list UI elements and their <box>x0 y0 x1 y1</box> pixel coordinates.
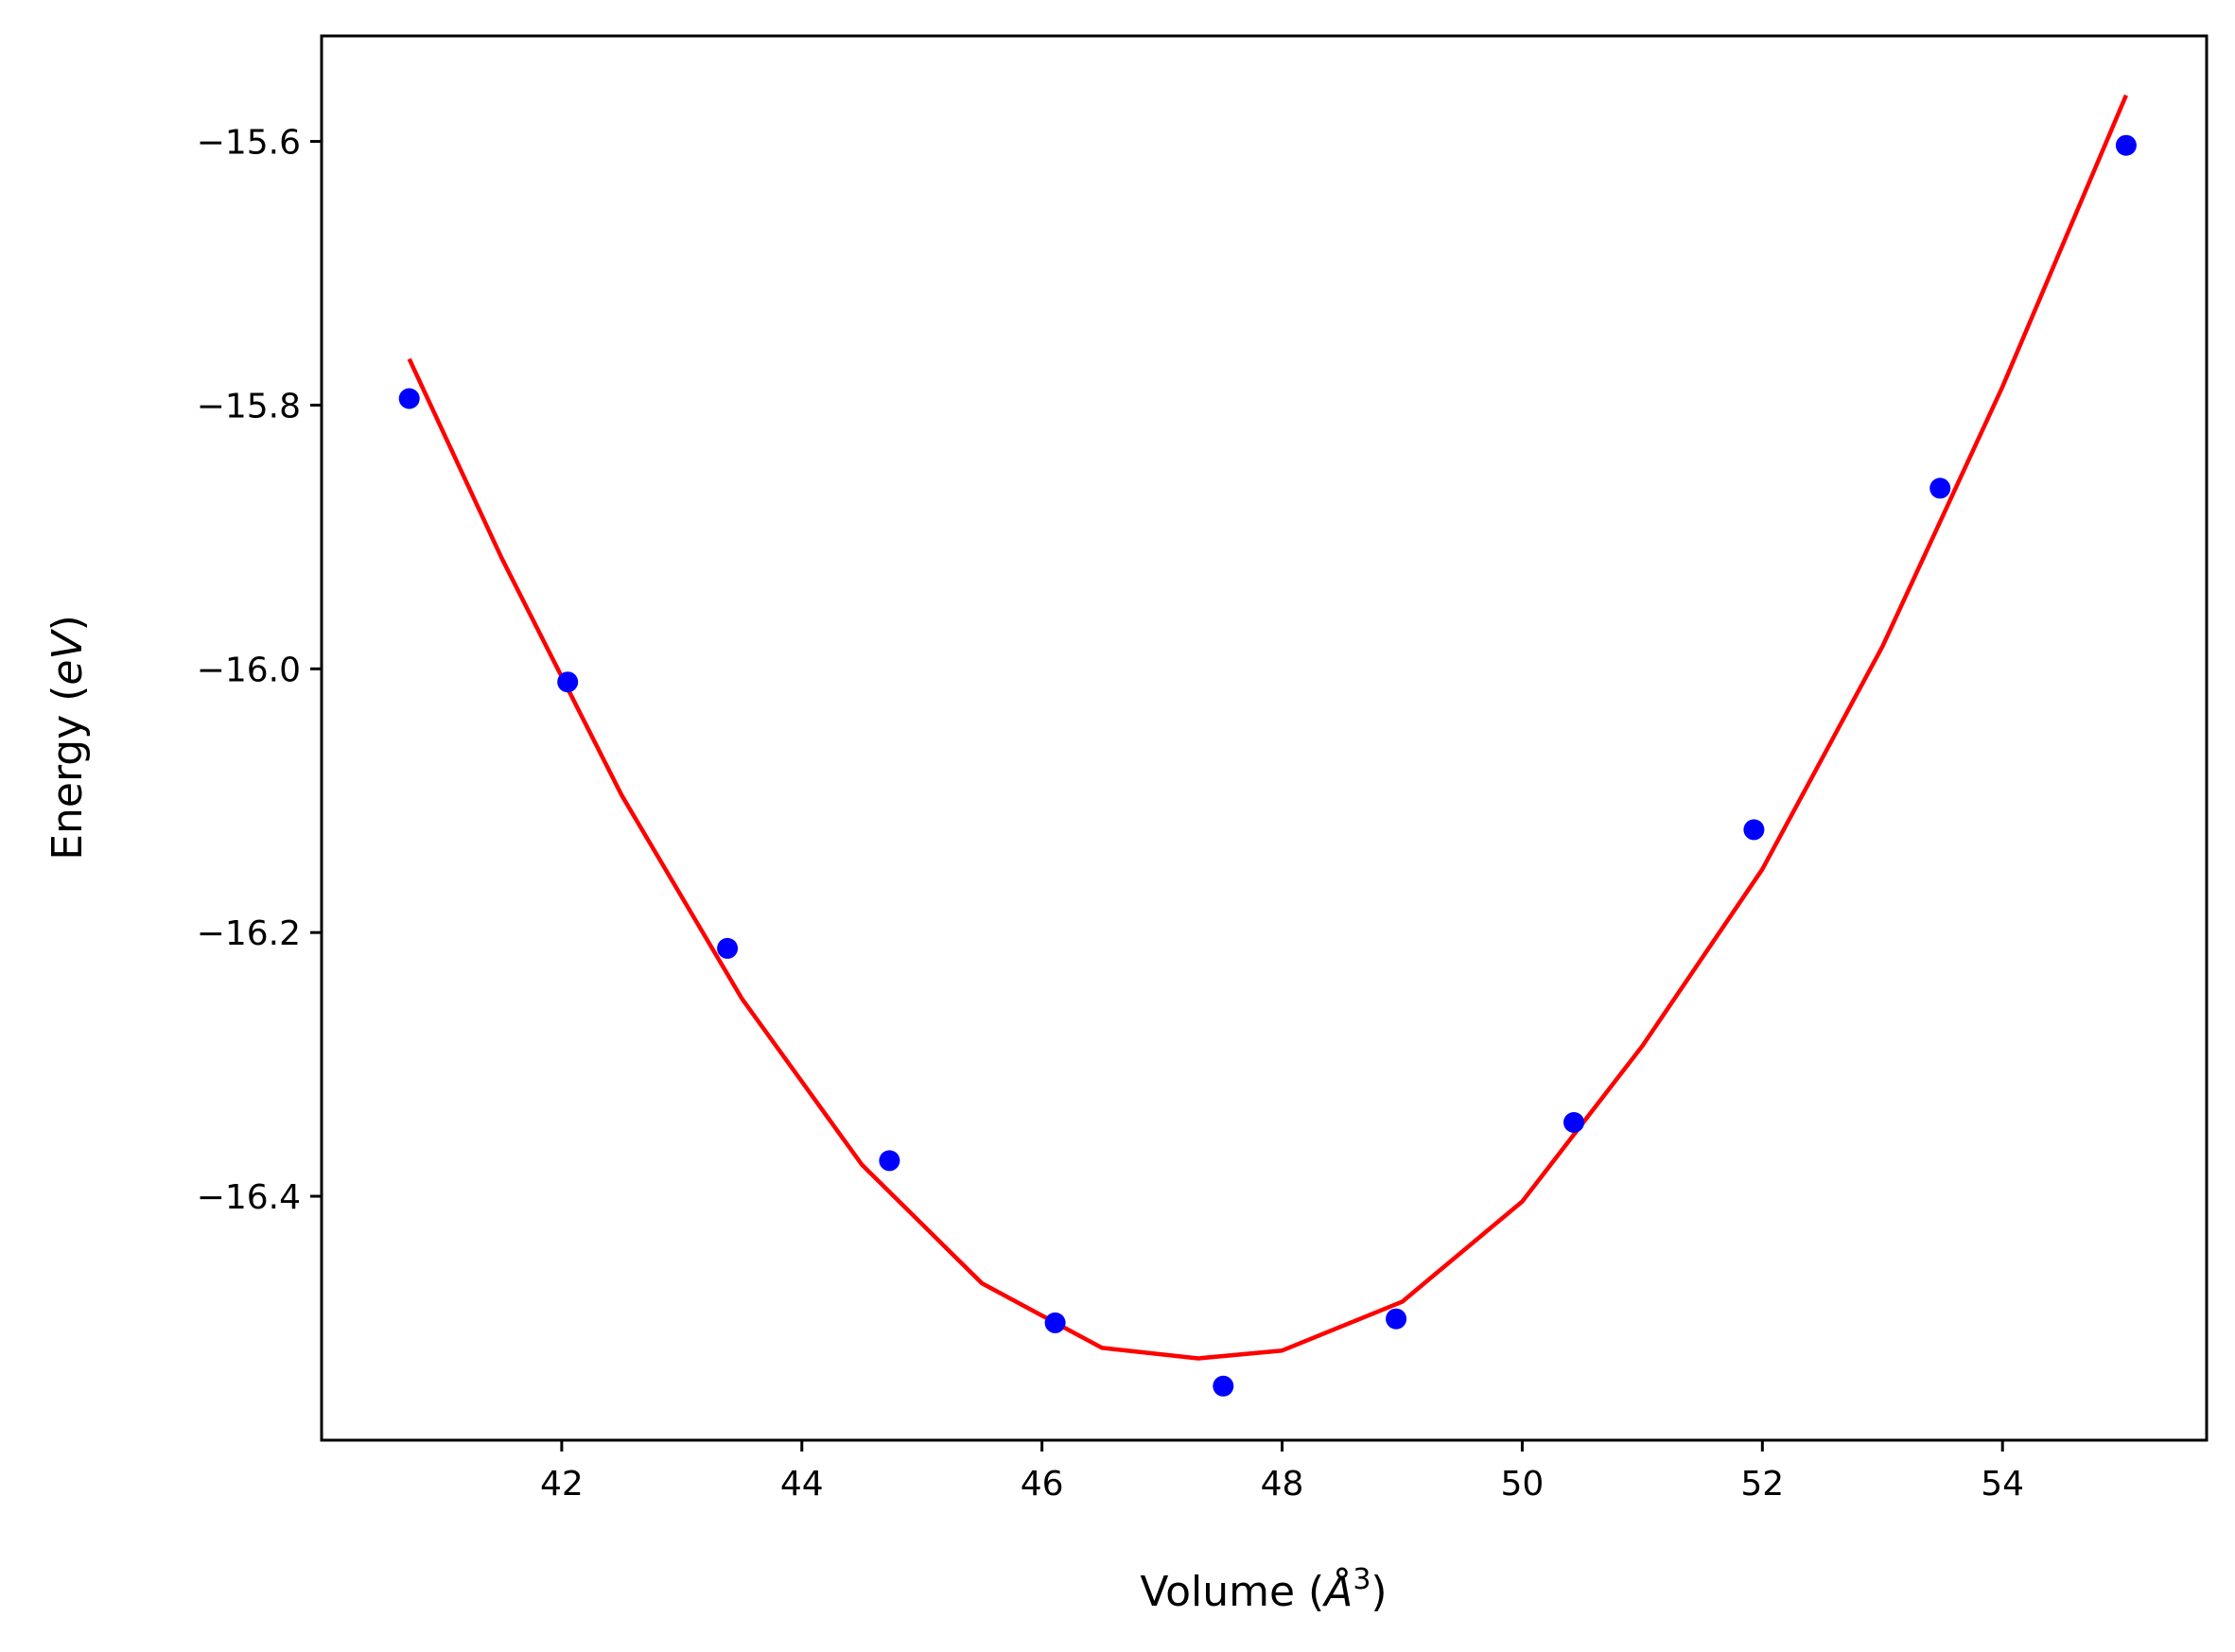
y-tick-label: −15.6 <box>197 124 301 163</box>
x-tick-label: 48 <box>1261 1465 1304 1504</box>
y-tick-label: −15.8 <box>197 387 301 426</box>
fit-curve <box>407 94 2128 1361</box>
x-axis-label-unit: Å <box>1321 1566 1353 1616</box>
y-axis: −15.6 −15.8 −16.0 −16.2 −16.4 <box>197 124 322 1217</box>
data-point <box>1743 819 1765 841</box>
x-tick-label: 54 <box>1981 1465 2024 1504</box>
data-point <box>1563 1112 1584 1133</box>
x-tick-label: 52 <box>1740 1465 1784 1504</box>
y-tick-label: −16.0 <box>197 651 301 689</box>
data-point <box>1213 1375 1234 1397</box>
x-axis-label-exponent: 3 <box>1353 1563 1371 1596</box>
x-tick-label: 44 <box>780 1465 824 1504</box>
x-axis: 42 44 46 48 50 52 54 <box>540 1440 2024 1504</box>
data-point <box>557 671 579 693</box>
data-point <box>398 388 420 409</box>
y-tick-label: −16.2 <box>197 914 301 953</box>
data-point <box>1929 478 1951 499</box>
x-axis-label: Volume (Å3) <box>1140 1563 1387 1616</box>
y-axis-label: Energy (eV) <box>44 615 92 861</box>
plot-content <box>398 94 2137 1397</box>
y-tick-label: −16.4 <box>197 1178 301 1217</box>
y-axis-label-unit: eV <box>44 629 92 686</box>
data-point <box>717 937 739 959</box>
x-tick-label: 50 <box>1501 1465 1545 1504</box>
x-axis-label-text: Volume ( <box>1140 1568 1324 1616</box>
y-axis-label-text: Energy ( <box>44 686 92 861</box>
data-point <box>879 1150 900 1172</box>
x-tick-label: 42 <box>540 1465 584 1504</box>
x-tick-label: 46 <box>1021 1465 1064 1504</box>
y-axis-label-close: ) <box>44 615 92 631</box>
x-axis-label-close: ) <box>1371 1568 1387 1616</box>
data-point <box>1044 1312 1066 1333</box>
data-point <box>1386 1308 1407 1330</box>
data-point <box>2115 134 2137 156</box>
plot-frame <box>320 34 2209 1442</box>
